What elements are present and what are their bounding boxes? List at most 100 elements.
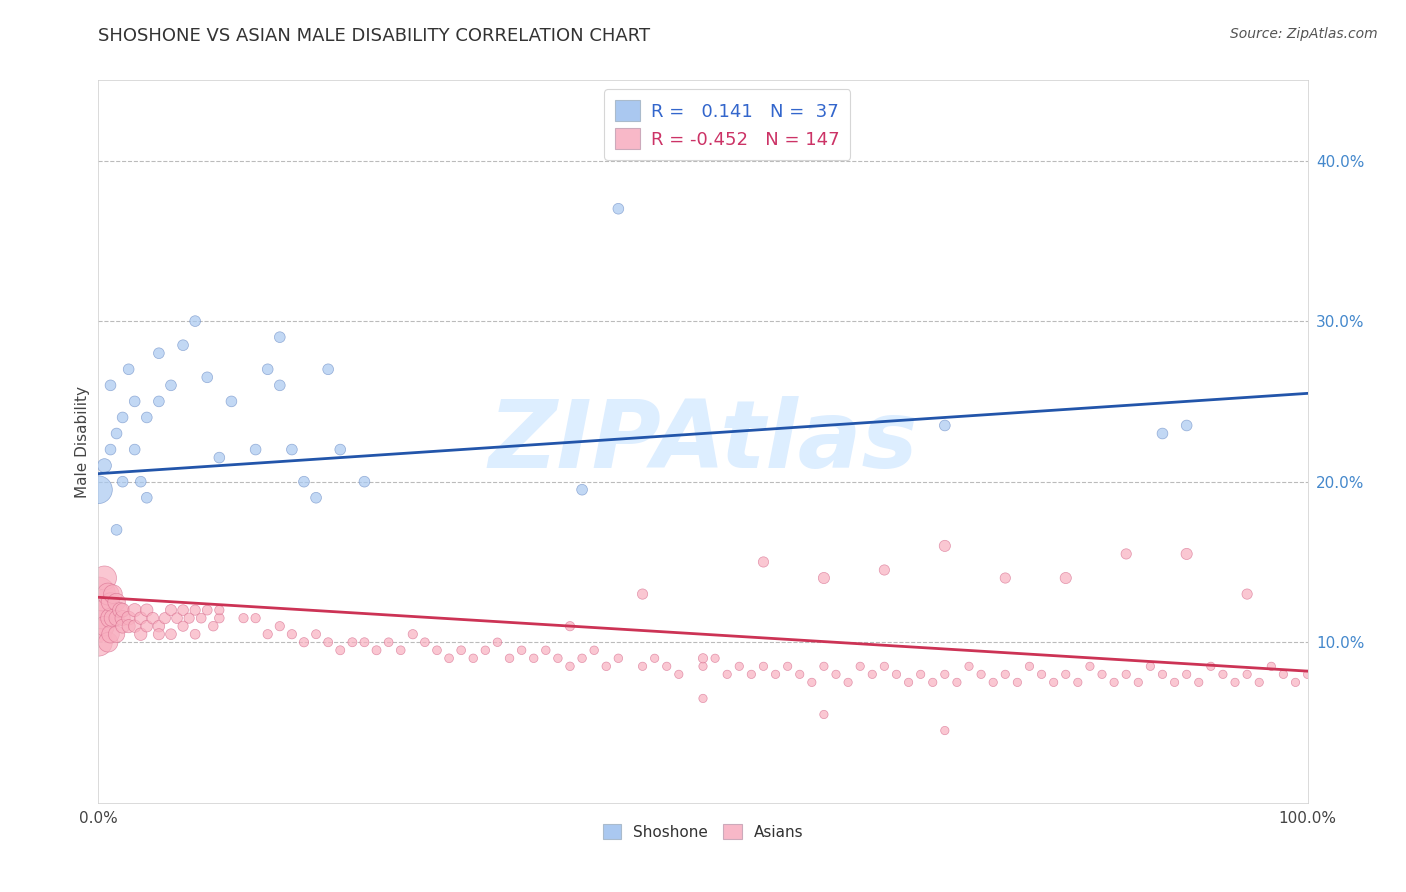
Point [402, 627, 425, 641]
Point [148, 619, 170, 633]
Point [426, 643, 449, 657]
Point [1223, 675, 1246, 690]
Point [970, 667, 993, 681]
Point [221, 394, 243, 409]
Point [172, 338, 194, 352]
Point [800, 675, 823, 690]
Point [740, 667, 762, 681]
Point [728, 659, 751, 673]
Point [172, 619, 194, 633]
Point [692, 691, 714, 706]
Point [692, 651, 714, 665]
Point [148, 346, 170, 360]
Point [93, 458, 115, 473]
Point [87, 619, 110, 633]
Point [825, 667, 848, 681]
Point [269, 619, 291, 633]
Point [160, 378, 183, 392]
Text: Source: ZipAtlas.com: Source: ZipAtlas.com [1230, 27, 1378, 41]
Point [208, 611, 231, 625]
Point [93, 619, 115, 633]
Point [292, 475, 315, 489]
Point [934, 723, 956, 738]
Point [87, 603, 110, 617]
Point [87, 587, 110, 601]
Point [389, 643, 412, 657]
Point [111, 475, 134, 489]
Point [1152, 426, 1174, 441]
Point [994, 667, 1017, 681]
Point [118, 611, 141, 625]
Point [195, 603, 218, 617]
Point [269, 378, 291, 392]
Point [316, 362, 339, 376]
Point [93, 603, 115, 617]
Point [153, 611, 176, 625]
Point [437, 651, 460, 665]
Point [202, 619, 225, 633]
Point [1031, 667, 1053, 681]
Point [281, 627, 304, 641]
Point [208, 450, 231, 465]
Point [813, 707, 835, 722]
Point [716, 667, 738, 681]
Point [129, 475, 152, 489]
Point [184, 314, 207, 328]
Point [316, 635, 339, 649]
Point [184, 627, 207, 641]
Point [135, 491, 157, 505]
Point [1067, 675, 1090, 690]
Point [179, 611, 201, 625]
Point [1152, 667, 1174, 681]
Point [463, 651, 485, 665]
Point [534, 643, 557, 657]
Point [87, 635, 110, 649]
Point [860, 667, 883, 681]
Point [100, 595, 122, 609]
Point [111, 410, 134, 425]
Point [101, 587, 124, 601]
Point [148, 627, 170, 641]
Point [1260, 659, 1282, 673]
Point [100, 442, 122, 457]
Point [413, 635, 436, 649]
Point [184, 603, 207, 617]
Point [910, 667, 932, 681]
Point [704, 651, 727, 665]
Point [377, 635, 399, 649]
Point [934, 418, 956, 433]
Point [1042, 675, 1064, 690]
Point [100, 378, 122, 392]
Point [607, 651, 630, 665]
Point [547, 651, 569, 665]
Point [111, 611, 134, 625]
Point [124, 442, 146, 457]
Point [1091, 667, 1114, 681]
Point [160, 603, 183, 617]
Point [450, 643, 472, 657]
Point [305, 627, 328, 641]
Point [1175, 547, 1198, 561]
Point [1102, 675, 1125, 690]
Point [97, 587, 120, 601]
Point [172, 603, 194, 617]
Point [105, 426, 128, 441]
Point [498, 651, 520, 665]
Point [166, 611, 188, 625]
Point [108, 603, 131, 617]
Point [1249, 675, 1271, 690]
Point [1054, 667, 1077, 681]
Point [1115, 547, 1137, 561]
Point [1236, 587, 1258, 601]
Point [118, 362, 141, 376]
Point [366, 643, 388, 657]
Point [789, 667, 811, 681]
Point [329, 643, 352, 657]
Point [87, 483, 110, 497]
Point [523, 651, 546, 665]
Point [1236, 667, 1258, 681]
Point [837, 675, 859, 690]
Point [305, 491, 328, 505]
Point [813, 571, 835, 585]
Point [486, 635, 509, 649]
